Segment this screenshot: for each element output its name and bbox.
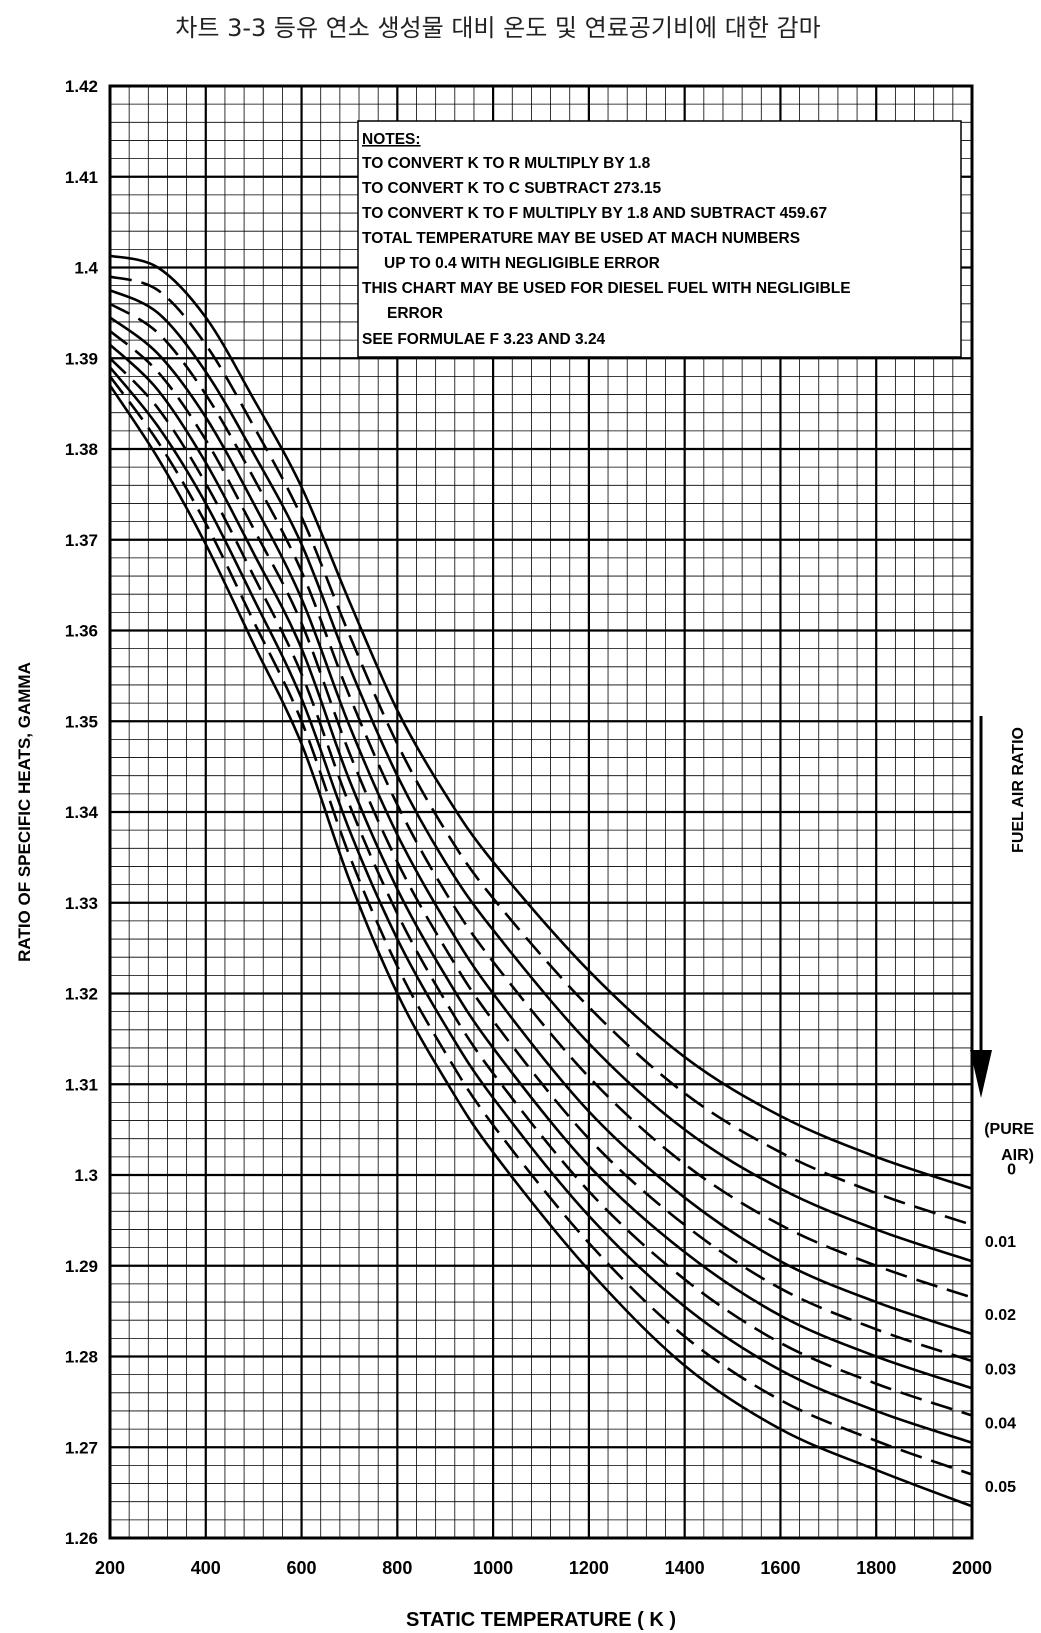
fuel-air-ratio-label: 0.03 [985, 1361, 1016, 1378]
fuel-air-ratio-label: 0.01 [985, 1234, 1016, 1251]
series-line-far-0-04 [108, 366, 973, 1444]
notes-heading: NOTES: [362, 131, 421, 148]
y-tick-label: 1.29 [65, 1257, 98, 1276]
notes-line: ERROR [387, 305, 443, 322]
fuel-air-ratio-label: 0.04 [985, 1416, 1016, 1433]
series-line-far-0-045 [108, 375, 973, 1476]
y-tick-labels: 1.26 1.27 1.28 1.29 1.3 1.31 1.32 1.33 1.34 1.35 1… [65, 77, 99, 1548]
y-tick-label: 1.42 [65, 77, 98, 96]
x-tick-label: 600 [287, 1558, 317, 1578]
x-tick-label: 400 [191, 1558, 221, 1578]
series-line-far-0-01 [109, 288, 973, 1263]
y-tick-label: 1.35 [65, 712, 98, 731]
x-tick-label: 2000 [952, 1558, 992, 1578]
series-lines [108, 254, 973, 1508]
chart-title: 차트 3-3 등유 연소 생성물 대비 온도 및 연료공기비에 대한 감마 [175, 14, 820, 42]
notes-line: TO CONVERT K TO R MULTIPLY BY 1.8 [362, 155, 651, 172]
x-tick-label: 1000 [473, 1558, 513, 1578]
x-tick-label: 1200 [569, 1558, 609, 1578]
series-line-far-0 [109, 254, 973, 1190]
fuel-air-ratio-label: 0 [1007, 1162, 1016, 1179]
series-line-far-0-02 [109, 316, 973, 1336]
notes-line: TOTAL TEMPERATURE MAY BE USED AT MACH NU… [362, 230, 800, 247]
x-tick-label: 1800 [856, 1558, 896, 1578]
y-tick-label: 1.38 [65, 440, 98, 459]
x-tick-label: 800 [382, 1558, 412, 1578]
series-line-far-0-03 [109, 343, 973, 1390]
y-tick-label: 1.4 [74, 259, 98, 278]
y-tick-label: 1.34 [65, 803, 99, 822]
fuel-air-ratio-label: 0.02 [985, 1307, 1016, 1324]
y-axis-label: RATIO OF SPECIFIC HEATS, GAMMA [15, 662, 34, 962]
y-tick-label: 1.36 [65, 622, 98, 641]
down-arrow-icon [970, 1050, 992, 1098]
y-tick-label: 1.41 [65, 168, 98, 187]
y-tick-label: 1.33 [65, 894, 98, 913]
y-tick-label: 1.37 [65, 531, 98, 550]
x-axis-label: STATIC TEMPERATURE ( K ) [406, 1609, 676, 1631]
y-tick-label: 1.27 [65, 1438, 98, 1457]
y-tick-label: 1.39 [65, 349, 98, 368]
series-line-far-0-035 [109, 357, 973, 1417]
series-line-far-0-015 [109, 302, 973, 1299]
pure-air-label-line2: AIR) [1001, 1147, 1034, 1164]
y-tick-label: 1.28 [65, 1348, 98, 1367]
fuel-air-ratio-label: 0.05 [985, 1479, 1016, 1496]
plot-frame [108, 84, 974, 1540]
fuel-air-ratio-labels: 0 0.01 0.02 0.03 0.04 0.05 [985, 1162, 1016, 1497]
pure-air-label-line1: (PURE [984, 1121, 1034, 1138]
notes-box [357, 120, 962, 358]
notes-line: TO CONVERT K TO C SUBTRACT 273.15 [362, 180, 662, 197]
x-tick-label: 1400 [665, 1558, 705, 1578]
y-tick-label: 1.26 [65, 1529, 98, 1548]
y-tick-label: 1.31 [65, 1075, 98, 1094]
fuel-air-ratio-title: FUEL AIR RATIO [1010, 727, 1027, 853]
series-line-far-0-005 [109, 275, 973, 1227]
notes-line: SEE FORMULAE F 3.23 AND 3.24 [362, 331, 606, 348]
y-tick-label: 1.32 [65, 985, 98, 1004]
notes-line: TO CONVERT K TO F MULTIPLY BY 1.8 AND SU… [362, 205, 827, 222]
x-tick-label: 1600 [760, 1558, 800, 1578]
x-tick-label: 200 [95, 1558, 125, 1578]
series-line-far-0-025 [109, 330, 973, 1363]
y-tick-label: 1.3 [74, 1166, 98, 1185]
x-tick-labels: 200 400 600 800 1000 1200 1400 1600 1800 2000 [95, 1558, 992, 1578]
notes-line: THIS CHART MAY BE USED FOR DIESEL FUEL W… [362, 280, 851, 297]
series-line-far-0-05 [108, 384, 973, 1508]
notes-line: UP TO 0.4 WITH NEGLIGIBLE ERROR [384, 255, 660, 272]
